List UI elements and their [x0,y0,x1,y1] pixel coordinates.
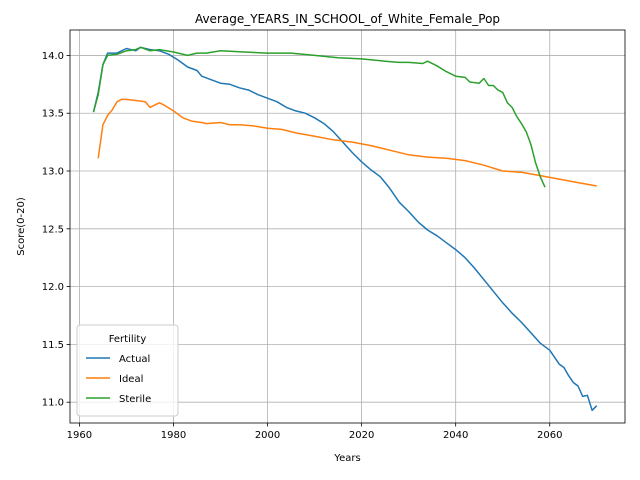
legend-title: Fertility [109,334,147,345]
x-tick-label: 1980 [161,430,186,441]
x-tick-label: 2020 [349,430,374,441]
legend-items: Actual Ideal Sterile [86,354,151,405]
legend-label-actual: Actual [119,354,150,365]
series-line-ideal [97,98,597,187]
chart-title: Average_YEARS_IN_SCHOOL_of_White_Female_… [195,12,500,26]
legend-box [76,324,179,417]
y-axis-label: Score(0-20) [16,197,27,256]
x-tick-label: 2040 [443,430,468,441]
y-tick-label: 11.5 [42,340,64,351]
y-tick-label: 14.0 [42,51,64,62]
series-line-sterile [92,46,546,188]
y-tick-label: 12.0 [42,282,64,293]
y-tick-label: 12.5 [42,224,64,235]
x-axis-label: Years [333,453,360,464]
axis-ticks: 1960 1980 2000 2020 2040 2060 11.0 11.5 12.0 12.5… [42,51,563,441]
series-lines [92,46,598,412]
series-line-actual [92,46,598,412]
legend: Fertility Actual Ideal Sterile [76,324,179,417]
x-tick-label: 2060 [537,430,562,441]
grid-lines [70,30,625,423]
y-tick-label: 13.0 [42,167,64,178]
legend-label-sterile: Sterile [119,394,151,405]
y-tick-label: 13.5 [42,109,64,120]
y-tick-label: 11.0 [42,398,64,409]
x-tick-label: 1960 [67,430,92,441]
legend-label-ideal: Ideal [119,374,143,385]
plot-frame [69,29,626,424]
x-tick-label: 2000 [255,430,280,441]
